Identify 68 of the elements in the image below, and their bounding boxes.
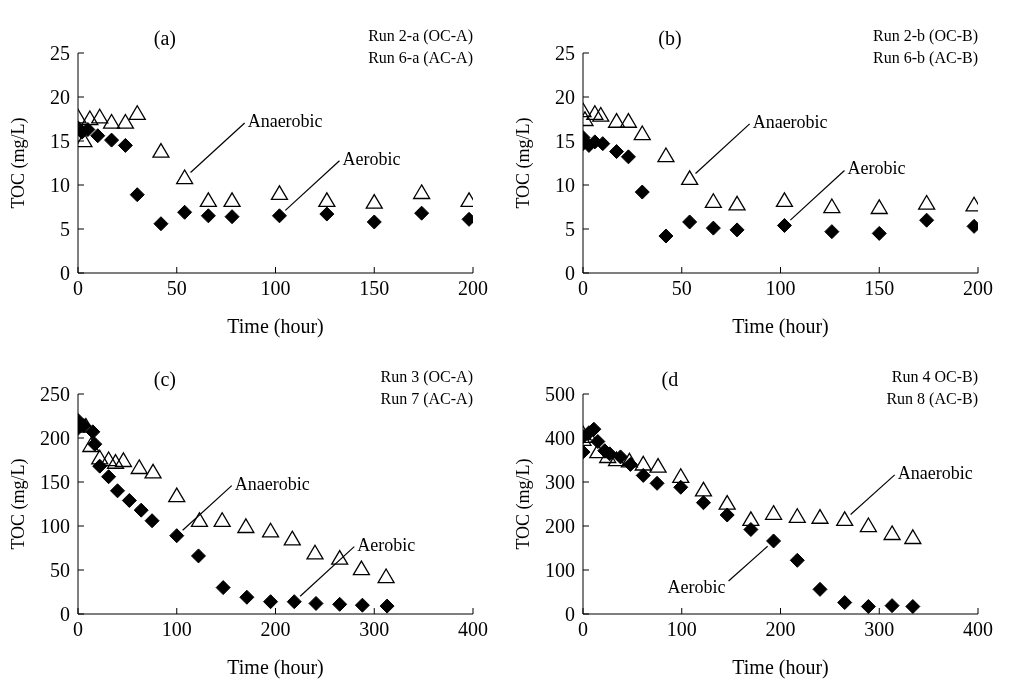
x-tick-label: 200 xyxy=(260,618,291,641)
y-tick-label: 20 xyxy=(555,86,575,109)
y-tick-label: 0 xyxy=(60,603,70,626)
y-tick-label: 500 xyxy=(545,383,575,406)
annotation: Aerobic xyxy=(847,158,906,179)
y-tick-label: 25 xyxy=(555,42,575,65)
annotation: Aerobic xyxy=(667,576,726,597)
x-tick-label: 100 xyxy=(765,277,796,300)
x-tick-label: 400 xyxy=(963,618,993,641)
y-tick-label: 20 xyxy=(50,86,70,109)
x-tick-label: 50 xyxy=(166,277,187,300)
y-tick-label: 15 xyxy=(50,130,70,153)
y-axis-title: TOC (mg/L) xyxy=(513,117,535,209)
x-tick-label: 200 xyxy=(963,277,993,300)
y-tick-label: 100 xyxy=(545,559,575,582)
y-tick-label: 15 xyxy=(555,130,575,153)
x-tick-label: 200 xyxy=(458,277,488,300)
chart-title: (a) xyxy=(153,27,176,50)
y-axis-title: TOC (mg/L) xyxy=(513,458,535,550)
y-tick-label: 5 xyxy=(60,218,70,241)
annotation: Aerobic xyxy=(342,148,401,169)
y-tick-label: 100 xyxy=(40,515,70,538)
text: Run 4 OC-B) xyxy=(891,368,978,386)
annotation: Anaerobic xyxy=(752,111,828,132)
annotation: Anaerobic xyxy=(897,462,973,483)
x-tick-label: 300 xyxy=(864,618,895,641)
annotation: Anaerobic xyxy=(247,110,323,131)
x-axis-title: Time (hour) xyxy=(732,656,829,679)
y-tick-label: 400 xyxy=(545,427,575,450)
annotation: Anaerobic xyxy=(234,473,310,494)
y-tick-label: 0 xyxy=(565,262,575,285)
y-tick-label: 50 xyxy=(50,559,70,582)
text: Run 2-a (OC-A) xyxy=(368,27,473,45)
y-tick-label: 250 xyxy=(40,383,70,406)
y-tick-label: 5 xyxy=(565,218,575,241)
text: Run 3 (OC-A) xyxy=(380,368,473,386)
y-tick-label: 300 xyxy=(545,471,575,494)
x-tick-label: 50 xyxy=(671,277,692,300)
x-tick-label: 100 xyxy=(161,618,192,641)
x-tick-label: 150 xyxy=(359,277,390,300)
text: Run 2-b (OC-B) xyxy=(873,27,978,45)
y-tick-label: 150 xyxy=(40,471,70,494)
y-axis-title: TOC (mg/L) xyxy=(8,458,30,550)
y-tick-label: 200 xyxy=(545,515,575,538)
annotation: Aerobic xyxy=(357,534,416,555)
annotation: Run 6-b (AC-B) xyxy=(873,49,978,67)
chart-title: (d xyxy=(661,368,679,391)
annotation: Run 8 (AC-B) xyxy=(886,390,978,408)
y-tick-label: 200 xyxy=(40,427,70,450)
x-tick-label: 400 xyxy=(458,618,488,641)
x-tick-label: 100 xyxy=(666,618,697,641)
x-tick-label: 150 xyxy=(864,277,895,300)
y-axis-title: TOC (mg/L) xyxy=(8,117,30,209)
y-tick-label: 25 xyxy=(50,42,70,65)
annotation: Run 7 (AC-A) xyxy=(380,390,473,408)
y-tick-label: 10 xyxy=(555,174,575,197)
x-axis-title: Time (hour) xyxy=(227,656,324,679)
x-tick-label: 100 xyxy=(260,277,291,300)
annotation: Run 6-a (AC-A) xyxy=(368,49,473,67)
y-tick-label: 10 xyxy=(50,174,70,197)
x-tick-label: 300 xyxy=(359,618,390,641)
x-tick-label: 200 xyxy=(765,618,796,641)
x-axis-title: Time (hour) xyxy=(732,315,829,338)
x-axis-title: Time (hour) xyxy=(227,315,324,338)
y-tick-label: 0 xyxy=(60,262,70,285)
y-tick-label: 0 xyxy=(565,603,575,626)
chart-title: (b) xyxy=(658,27,682,50)
chart-title: (c) xyxy=(153,368,176,391)
